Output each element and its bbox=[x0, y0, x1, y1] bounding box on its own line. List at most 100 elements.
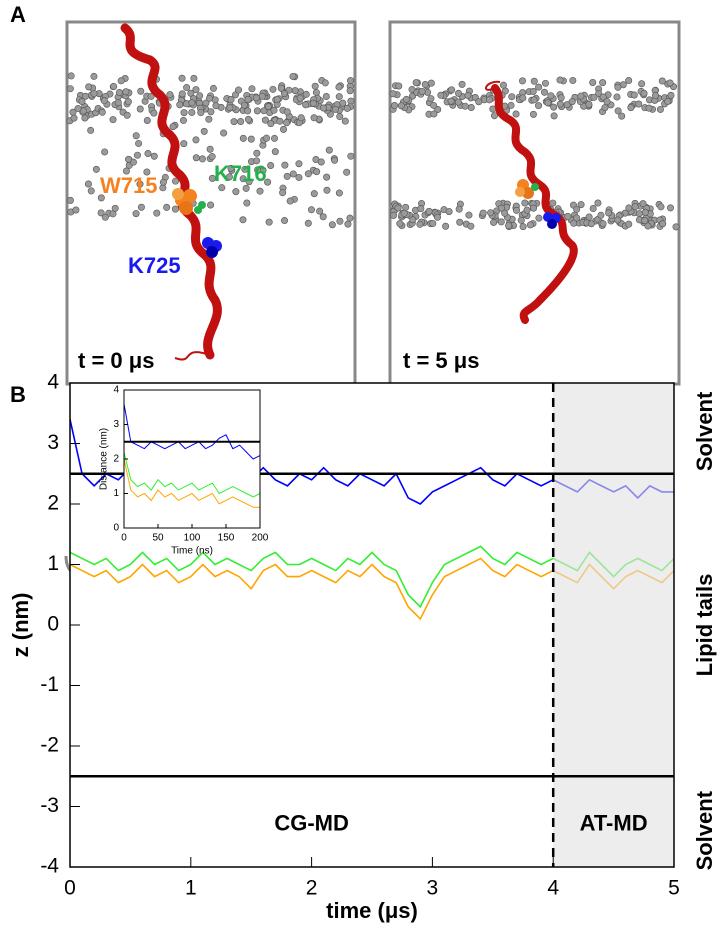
lipid-bead bbox=[402, 203, 410, 211]
lipid-bead bbox=[67, 72, 75, 80]
lipid-bead bbox=[283, 119, 291, 127]
lipid-bead bbox=[85, 83, 93, 91]
lipid-bead bbox=[336, 113, 344, 121]
lipid-bead bbox=[101, 213, 109, 221]
lipid-bead bbox=[66, 196, 74, 204]
lipid-bead bbox=[243, 199, 251, 207]
x-tick-label: 0 bbox=[121, 533, 127, 544]
lipid-bead bbox=[529, 110, 537, 118]
lipid-bead bbox=[316, 207, 324, 215]
lipid-bead bbox=[427, 95, 435, 103]
lipid-bead bbox=[97, 194, 105, 202]
lipid-bead bbox=[644, 222, 652, 230]
coil bbox=[174, 351, 211, 361]
lipid-bead bbox=[279, 189, 287, 197]
lipid-bead bbox=[206, 145, 214, 153]
lipid-bead bbox=[535, 214, 543, 222]
lipid-bead bbox=[519, 223, 527, 231]
time-label: t = 0 μs bbox=[78, 348, 154, 373]
lipid-bead bbox=[188, 108, 196, 116]
lipid-bead bbox=[317, 158, 325, 166]
lipid-bead bbox=[523, 206, 531, 214]
lipid-bead bbox=[192, 86, 200, 94]
lipid-bead bbox=[335, 83, 343, 91]
lipid-bead bbox=[192, 154, 200, 162]
y-tick-label: 2 bbox=[113, 454, 119, 465]
lipid-bead bbox=[313, 168, 321, 176]
lipid-bead bbox=[180, 109, 188, 117]
lipid-bead bbox=[501, 209, 509, 217]
lipid-bead bbox=[659, 220, 667, 228]
lipid-bead bbox=[254, 166, 262, 174]
y-tick-label: 0 bbox=[47, 613, 59, 636]
lipid-bead bbox=[253, 157, 261, 165]
lipid-bead bbox=[242, 184, 250, 192]
x-tick-label: 1 bbox=[185, 877, 197, 900]
lipid-bead bbox=[347, 77, 355, 85]
lipid-bead bbox=[638, 80, 646, 88]
lipid-bead bbox=[641, 217, 649, 225]
x-tick-label: 200 bbox=[252, 533, 269, 544]
lipid-bead bbox=[517, 216, 525, 224]
lipid-bead bbox=[265, 218, 273, 226]
lipid-bead bbox=[328, 221, 336, 229]
lipid-bead bbox=[133, 151, 141, 159]
lipid-bead bbox=[253, 107, 261, 115]
lipid-bead bbox=[589, 205, 597, 213]
lipid-bead bbox=[176, 101, 184, 109]
lipid-bead bbox=[666, 79, 674, 87]
lipid-bead bbox=[235, 86, 243, 94]
series-line bbox=[123, 458, 260, 508]
lipid-bead bbox=[87, 187, 95, 195]
lipid-bead bbox=[569, 76, 577, 84]
lipid-bead bbox=[335, 93, 343, 101]
lipid-bead bbox=[179, 116, 187, 124]
lipid-bead bbox=[291, 87, 299, 95]
lipid-bead bbox=[72, 206, 80, 214]
lipid-bead bbox=[412, 79, 420, 87]
lipid-bead bbox=[230, 118, 238, 126]
x-tick-label: 50 bbox=[152, 533, 164, 544]
lipid-bead bbox=[618, 112, 626, 120]
lipid-bead bbox=[513, 206, 521, 214]
lipid-bead bbox=[550, 103, 558, 111]
helix bbox=[491, 84, 578, 324]
residue-label: W715 bbox=[100, 173, 157, 198]
lipid-bead bbox=[132, 132, 140, 140]
lipid-bead bbox=[601, 104, 609, 112]
lipid-bead bbox=[549, 199, 557, 207]
lipid-bead bbox=[269, 85, 277, 93]
lipid-bead bbox=[557, 94, 565, 102]
lipid-bead bbox=[117, 77, 125, 85]
panel-label: B bbox=[10, 382, 26, 407]
lipid-bead bbox=[192, 136, 200, 144]
lipid-bead bbox=[137, 203, 145, 211]
lipid-bead bbox=[252, 94, 260, 102]
lipid-bead bbox=[467, 222, 475, 230]
lipid-bead bbox=[475, 98, 483, 106]
lipid-bead bbox=[603, 98, 611, 106]
lipid-bead bbox=[625, 77, 633, 85]
x-tick-label: 3 bbox=[427, 877, 439, 900]
lipid-bead bbox=[485, 96, 493, 104]
lipid-bead bbox=[302, 101, 310, 109]
lipid-bead bbox=[109, 116, 117, 124]
lipid-bead bbox=[418, 87, 426, 95]
lipid-bead bbox=[437, 91, 445, 99]
y-tick-label: 4 bbox=[47, 371, 59, 394]
lipid-bead bbox=[248, 85, 256, 93]
lipid-bead bbox=[309, 99, 317, 107]
lipid-bead bbox=[178, 90, 186, 98]
lipid-bead bbox=[455, 205, 463, 213]
lipid-bead bbox=[239, 216, 247, 224]
lipid-bead bbox=[144, 150, 152, 158]
lipid-bead bbox=[98, 108, 106, 116]
lipid-bead bbox=[163, 203, 171, 211]
lipid-bead bbox=[307, 206, 315, 214]
lipid-bead bbox=[286, 197, 294, 205]
lipid-bead bbox=[577, 201, 585, 209]
lipid-bead bbox=[281, 161, 289, 169]
lipid-bead bbox=[90, 90, 98, 98]
lipid-bead bbox=[631, 203, 639, 211]
